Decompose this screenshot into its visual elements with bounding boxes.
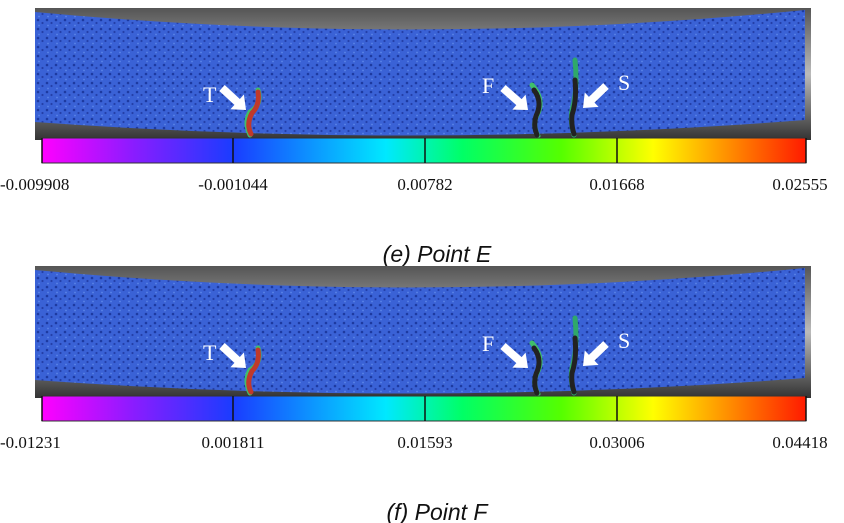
colorbar-label: 0.001811 (201, 433, 264, 452)
crack (531, 345, 542, 396)
arrow (219, 343, 246, 368)
colorbar-label: -0.01231 (0, 433, 61, 452)
colorbar-label: 0.02555 (772, 175, 827, 194)
marker-label: S (618, 70, 630, 95)
colorbar-label: 0.01593 (397, 433, 452, 452)
crack (531, 87, 542, 138)
marker-label: F (482, 331, 494, 356)
colorbar-label: -0.009908 (0, 175, 69, 194)
marker-label: T (203, 82, 217, 107)
crack (569, 335, 579, 395)
marker-label: F (482, 73, 494, 98)
arrow (583, 341, 609, 366)
colorbar (41, 137, 807, 164)
strain-field (35, 10, 805, 136)
arrow (500, 84, 528, 110)
arrow (583, 83, 609, 108)
panel: T F S -0.01231 0.001811 0.01593 0.03006 0.04418… (0, 266, 828, 523)
colorbar-label: 0.03006 (589, 433, 644, 452)
crack (246, 89, 261, 137)
panel: T F S -0.009908 -0.001044 0.00782 0.01668 0.025… (0, 8, 828, 267)
crack (569, 77, 579, 137)
arrow (500, 342, 528, 368)
caption: (f) Point F (387, 499, 490, 523)
colorbar-label: 0.04418 (772, 433, 827, 452)
colorbar-label: 0.01668 (589, 175, 644, 194)
marker-label: T (203, 340, 217, 365)
crack (246, 347, 261, 395)
strain-field (35, 268, 805, 394)
colorbar-label: -0.001044 (198, 175, 268, 194)
marker-label: S (618, 328, 630, 353)
caption: (e) Point E (383, 241, 492, 267)
arrow (219, 85, 246, 110)
colorbar-label: 0.00782 (397, 175, 452, 194)
colorbar (41, 395, 807, 422)
